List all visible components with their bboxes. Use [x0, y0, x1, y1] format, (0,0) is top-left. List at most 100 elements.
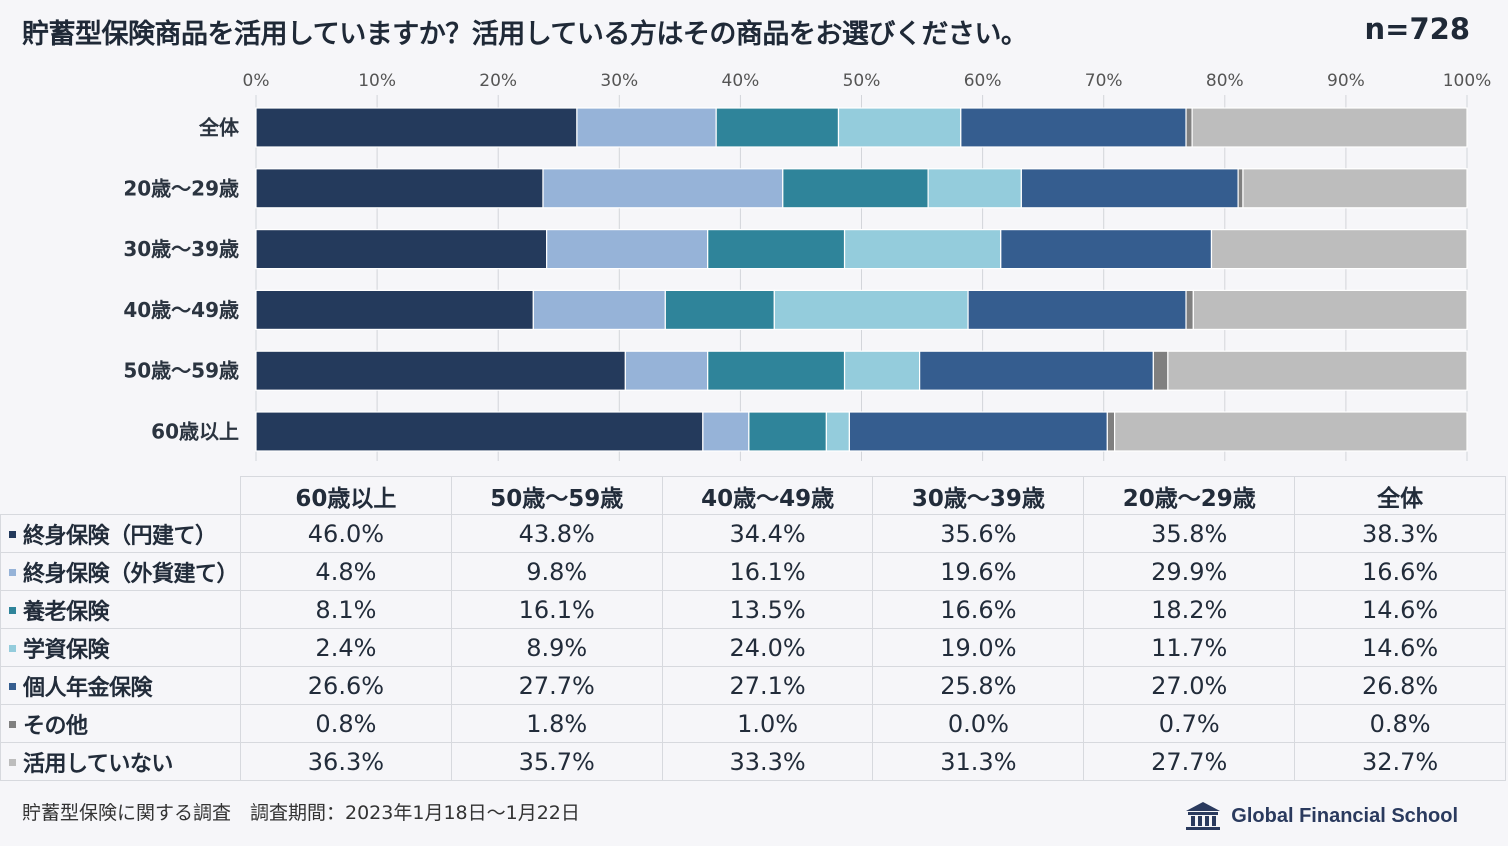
bar-segment — [843, 229, 1002, 270]
table-cell: 33.3% — [661, 742, 874, 781]
chart-title: 貯蓄型保険商品を活用していますか？活用している方はその商品をお選びください。 — [22, 19, 1028, 50]
legend-swatch-icon — [9, 759, 16, 766]
bar-segment — [960, 107, 1187, 148]
table-cell: 31.3% — [872, 742, 1085, 781]
table-row: 養老保険 8.1% 16.1% 13.5% 16.6% 18.2% 14.6% — [0, 590, 1506, 629]
table-row: 終身保険（外貨建て） 4.8% 9.8% 16.1% 19.6% 29.9% 16.6% — [0, 552, 1506, 591]
category-label: 20歳～29歳 — [123, 176, 239, 200]
row-label-text: 終身保険（円建て） — [23, 523, 217, 549]
table-column-header: 40歳～49歳 — [661, 476, 874, 515]
bar-segment — [837, 107, 962, 148]
table-cell: 0.7% — [1083, 704, 1296, 743]
bar-segment — [542, 168, 784, 209]
bar-segment — [1113, 411, 1468, 452]
bar-segment — [1152, 350, 1169, 391]
table-cell: 13.5% — [661, 590, 874, 629]
legend-swatch-icon — [9, 721, 16, 728]
brand-name: Global Financial School — [1231, 804, 1458, 827]
x-axis-ticks: 0% 10% 20% 30% 40% 50% 60% 70% 80% 90% 100% — [243, 71, 1492, 91]
table-cell: 24.0% — [661, 628, 874, 667]
bar-segment — [546, 229, 709, 270]
table-row-label: その他 — [0, 704, 241, 743]
bar-segment — [532, 289, 666, 330]
x-tick-label: 10% — [358, 71, 396, 91]
bar-segment — [1000, 229, 1213, 270]
table-row: 活用していない 36.3% 35.7% 33.3% 31.3% 27.7% 32.7% — [0, 742, 1506, 781]
table-row-label: 個人年金保険 — [0, 666, 241, 705]
x-tick-label: 80% — [1206, 71, 1244, 91]
bar-segment — [255, 229, 548, 270]
bar-segment — [664, 289, 775, 330]
bar-segment — [1192, 289, 1468, 330]
bar-segment — [255, 350, 626, 391]
x-tick-label: 20% — [479, 71, 517, 91]
table-cell: 16.1% — [661, 552, 874, 591]
bar-segment — [715, 107, 840, 148]
bar-segment — [825, 411, 850, 452]
bar-segment — [748, 411, 827, 452]
table-column-header: 60歳以上 — [240, 476, 452, 515]
x-tick-label: 100% — [1443, 71, 1492, 91]
table-row-label: 終身保険（外貨建て） — [0, 552, 241, 591]
x-tick-label: 70% — [1085, 71, 1123, 91]
bar-segment — [255, 411, 704, 452]
table-cell: 8.9% — [450, 628, 663, 667]
bar-segment — [1185, 289, 1194, 330]
bar-segment — [707, 350, 846, 391]
table-cell: 4.8% — [240, 552, 452, 591]
table-row-label: 学資保険 — [0, 628, 241, 667]
x-tick-label: 40% — [722, 71, 760, 91]
table-cell: 43.8% — [450, 514, 663, 553]
bar-segment — [1020, 168, 1239, 209]
table-cell: 16.6% — [872, 590, 1085, 629]
legend-swatch-icon — [9, 569, 16, 576]
table-cell: 27.7% — [1083, 742, 1296, 781]
sample-size: n=728 — [1364, 12, 1470, 46]
table-cell: 26.8% — [1294, 666, 1506, 705]
table-row: 終身保険（円建て） 46.0% 43.8% 34.4% 35.6% 35.8% 38.3% — [0, 514, 1506, 553]
table-cell: 2.4% — [240, 628, 452, 667]
category-label: 60歳以上 — [151, 420, 239, 444]
table-cell: 8.1% — [240, 590, 452, 629]
table-cell: 0.8% — [240, 704, 452, 743]
x-tick-label: 60% — [964, 71, 1002, 91]
table-cell: 35.8% — [1083, 514, 1296, 553]
legend-swatch-icon — [9, 645, 16, 652]
grid-lines — [255, 95, 1468, 461]
data-table: 60歳以上 50歳～59歳 40歳～49歳 30歳～39歳 20歳～29歳 全体 終身保険… — [0, 476, 1506, 781]
bar-segment — [1106, 411, 1116, 452]
table-body: 終身保険（円建て） 46.0% 43.8% 34.4% 35.6% 35.8% 38.3% 終… — [0, 514, 1506, 781]
table-cell: 27.0% — [1083, 666, 1296, 705]
table-cell: 35.6% — [872, 514, 1085, 553]
bar-segment — [1185, 107, 1193, 148]
bars — [255, 107, 1468, 452]
bar-segment — [1242, 168, 1468, 209]
bar-segment — [782, 168, 929, 209]
table-cell: 14.6% — [1294, 590, 1506, 629]
row-label-text: 学資保険 — [23, 637, 110, 663]
bar-segment — [1167, 350, 1468, 391]
table-cell: 36.3% — [240, 742, 452, 781]
x-tick-label: 0% — [243, 71, 270, 91]
bar-segment — [848, 411, 1108, 452]
bar-segment — [919, 350, 1154, 391]
bar-segment — [624, 350, 709, 391]
bar-segment — [1210, 229, 1468, 270]
bar-segment — [1191, 107, 1468, 148]
table-cell: 27.1% — [661, 666, 874, 705]
bar-segment — [702, 411, 750, 452]
table-cell: 19.6% — [872, 552, 1085, 591]
table-cell: 29.9% — [1083, 552, 1296, 591]
category-label: 40歳～49歳 — [123, 298, 239, 322]
bar-segment — [255, 107, 578, 148]
table-cell: 9.8% — [450, 552, 663, 591]
school-building-icon — [1186, 802, 1221, 830]
table-cell: 0.8% — [1294, 704, 1506, 743]
table-row-label: 活用していない — [0, 742, 241, 781]
x-tick-label: 50% — [843, 71, 881, 91]
table-cell: 27.7% — [450, 666, 663, 705]
table-cell: 18.2% — [1083, 590, 1296, 629]
bar-segment — [1237, 168, 1244, 209]
x-tick-label: 30% — [600, 71, 638, 91]
table-row-label: 終身保険（円建て） — [0, 514, 241, 553]
